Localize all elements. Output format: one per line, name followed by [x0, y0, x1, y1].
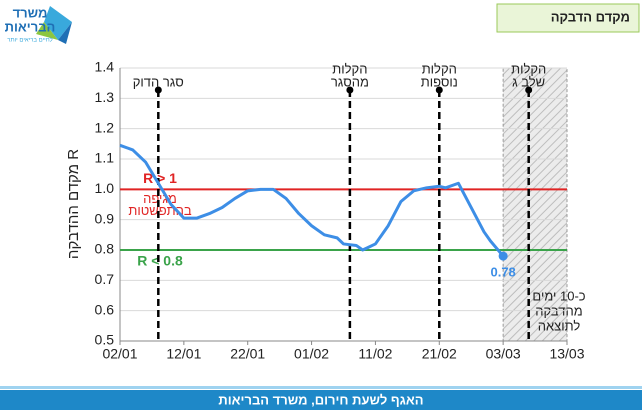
logo-line: הבריאות [5, 19, 56, 34]
reference-note: בהתפשטות [128, 203, 191, 218]
event-label: הקלות [422, 61, 457, 76]
event-dot [346, 86, 354, 94]
shaded-note: לתוצאה [538, 318, 581, 333]
slide-title: מקדם הדבקה [551, 9, 630, 24]
logo: משרד הבריאות לחיים בריאים יותר [5, 5, 72, 44]
y-tick-label: 1.1 [95, 150, 115, 166]
y-tick-label: 0.6 [95, 301, 115, 317]
event-label: הקלות [511, 61, 546, 76]
shaded-note: כ-10 ימים [532, 288, 585, 303]
x-tick-label: 22/01 [230, 346, 265, 362]
y-tick-label: 0.7 [95, 271, 115, 287]
event-label: מהסגר [331, 74, 369, 89]
x-tick-label: 03/03 [486, 346, 521, 362]
reference-label: R < 0.8 [137, 253, 183, 269]
y-tick-label: 1.0 [95, 180, 115, 196]
point-marker [498, 251, 508, 261]
event-label: הקלות [332, 61, 367, 76]
footer-line [0, 386, 642, 389]
x-tick-label: 13/03 [549, 346, 584, 362]
y-tick-label: 1.3 [95, 89, 115, 105]
footer-text: האגף לשעת חירום, משרד הבריאות [218, 392, 423, 407]
y-tick-label: 0.8 [95, 241, 115, 257]
y-axis-label: מקדם ההדבקה R [65, 149, 82, 259]
data-line [119, 143, 505, 258]
x-tick-label: 02/01 [102, 346, 137, 362]
title-box [496, 3, 640, 33]
event-label: סגר הדוק [133, 74, 184, 89]
x-tick-label: 11/02 [358, 346, 392, 362]
footer-bar [0, 390, 642, 410]
logo-tagline: לחיים בריאים יותר [7, 36, 53, 44]
shaded-region [502, 67, 568, 342]
y-tick-label: 1.2 [95, 119, 115, 135]
event-dot [435, 86, 443, 94]
x-tick-label: 21/02 [422, 346, 457, 362]
logo-line: משרד [13, 5, 48, 20]
event-label: שלב ג [512, 74, 545, 89]
x-tick-label: 12/01 [166, 346, 201, 362]
event-dot [525, 86, 533, 94]
event-dot [154, 86, 162, 94]
y-tick-label: 1.4 [95, 59, 115, 75]
event-label: נוספות [421, 74, 458, 89]
point-label: 0.78 [490, 265, 515, 280]
y-tick-label: 0.5 [95, 332, 115, 348]
y-tick-label: 0.9 [95, 210, 115, 226]
x-tick-label: 01/02 [294, 346, 329, 362]
